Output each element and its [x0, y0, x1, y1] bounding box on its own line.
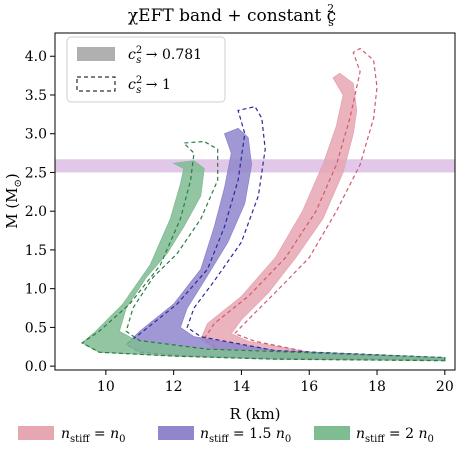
series-legend-label-1p5n0: nstiff = 1.5 n0 — [200, 426, 291, 445]
chart-title-sup: 2 — [327, 2, 334, 15]
y-tick-label: 2.5 — [25, 165, 47, 181]
band-fill-n0 — [200, 72, 446, 361]
band-dashed-n0 — [203, 47, 446, 361]
y-tick-label: 3.5 — [25, 88, 47, 104]
y-axis-label: M (M⊙) — [3, 173, 24, 229]
y-tick-label: 3.0 — [25, 127, 47, 143]
series-2n0 — [80, 140, 446, 362]
style-legend-label-filled: c2 s → 0.781 — [128, 45, 202, 66]
series-legend-swatch-2n0 — [314, 426, 350, 440]
y-axis-label-close: ) — [3, 173, 21, 179]
plot-area — [55, 47, 455, 362]
x-tick-label: 18 — [368, 379, 386, 395]
x-axis-label: R (km) — [229, 405, 280, 423]
style-legend-swatch-filled — [77, 47, 115, 61]
x-tick-label: 16 — [300, 379, 318, 395]
y-tick-label: 0.0 — [25, 359, 47, 375]
x-tick-label: 20 — [436, 379, 454, 395]
y-axis: 0.0 0.5 1.0 1.5 2.0 2.5 3.0 3.5 4.0 — [25, 49, 55, 375]
series-n0 — [200, 47, 446, 361]
y-tick-label: 4.0 — [25, 49, 47, 65]
series-legend-swatch-n0 — [18, 426, 54, 440]
chart-title: χEFT band + constant c2 s — [128, 2, 336, 29]
y-axis-label-sub: ⊙ — [13, 179, 24, 187]
series-legend-swatch-1p5n0 — [158, 426, 194, 440]
series-legend-label-n0: nstiff = n0 — [61, 426, 126, 445]
series-legend: nstiff = n0 nstiff = 1.5 n0 nstiff = 2 n… — [18, 426, 434, 445]
y-tick-label: 1.0 — [25, 282, 47, 298]
style-legend-label-dashed: c2 s → 1 — [128, 75, 171, 96]
style-legend: c2 s → 0.781 c2 s → 1 — [66, 36, 226, 103]
band-dashed-2n0 — [80, 140, 446, 362]
chart-title-sub: s — [328, 16, 334, 29]
horizontal-band — [55, 159, 455, 173]
series-legend-label-2n0: nstiff = 2 n0 — [356, 426, 434, 445]
y-tick-label: 1.5 — [25, 243, 47, 259]
x-axis: 10 12 14 16 18 20 — [97, 370, 454, 395]
x-tick-label: 10 — [97, 379, 115, 395]
y-tick-label: 0.5 — [25, 320, 47, 336]
x-tick-label: 14 — [233, 379, 251, 395]
plot-frame — [54, 32, 456, 371]
y-tick-label: 2.0 — [25, 204, 47, 220]
style-legend-swatch-dashed — [76, 76, 116, 92]
band-fill-2n0 — [81, 160, 446, 362]
x-tick-label: 12 — [165, 379, 183, 395]
